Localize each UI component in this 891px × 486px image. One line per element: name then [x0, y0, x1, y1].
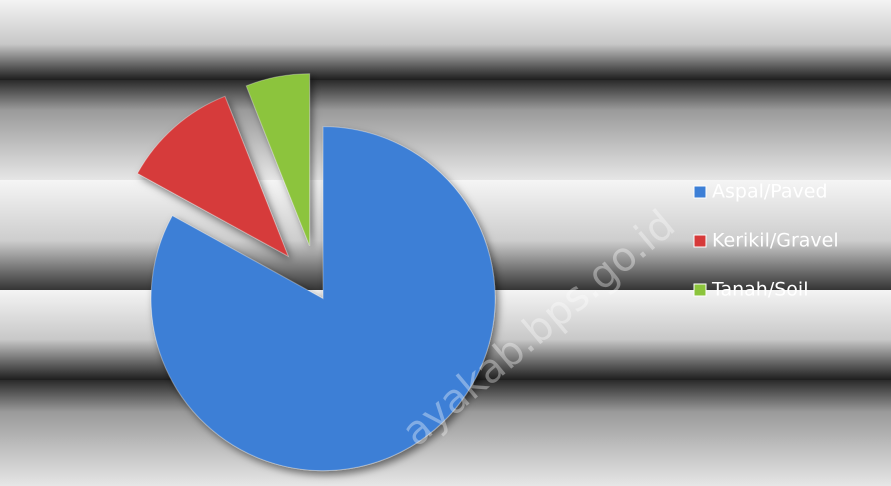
- legend-swatch: [693, 234, 707, 248]
- legend: Aspal/Paved Kerikil/Gravel Tanah/Soil: [693, 181, 839, 301]
- pie: [136, 73, 496, 472]
- legend-swatch: [693, 185, 707, 199]
- legend-label: Kerikil/Gravel: [712, 230, 839, 252]
- pie-slice: [136, 95, 290, 258]
- pie-slice: [150, 126, 496, 472]
- legend-label: Aspal/Paved: [712, 181, 828, 203]
- pie-slice: [245, 73, 311, 246]
- legend-label: Tanah/Soil: [711, 279, 808, 301]
- legend-swatch: [693, 283, 707, 297]
